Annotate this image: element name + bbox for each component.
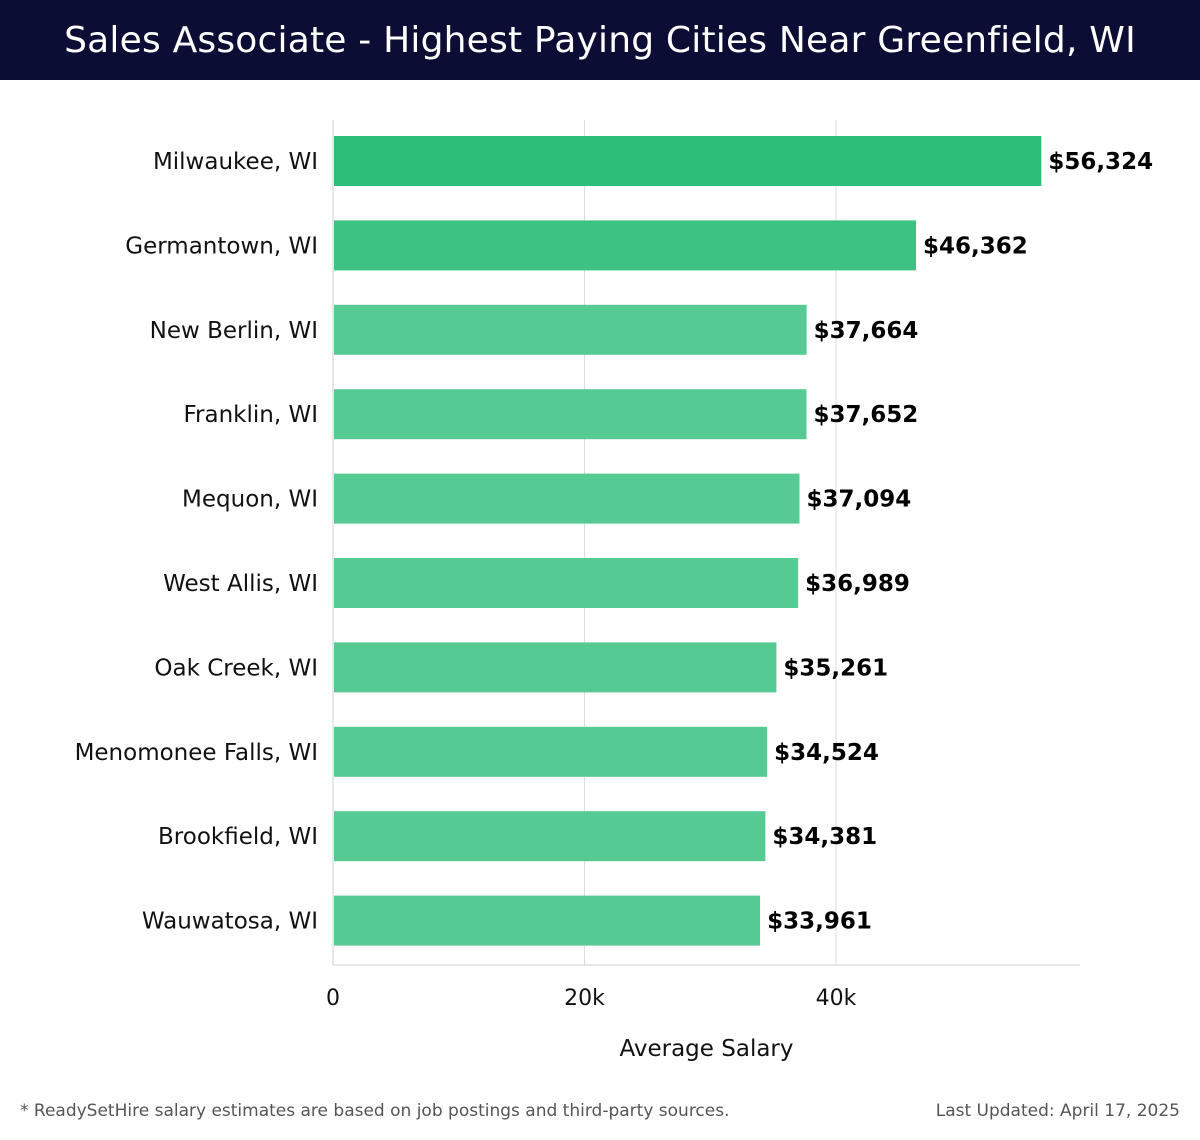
category-label: Brookfield, WI (158, 824, 318, 850)
bar (334, 304, 807, 355)
bar (334, 389, 807, 440)
value-label: $37,664 (814, 318, 919, 344)
category-label: Milwaukee, WI (153, 149, 318, 175)
category-label: Germantown, WI (125, 233, 318, 259)
category-label: Wauwatosa, WI (142, 909, 318, 935)
bar (334, 726, 768, 777)
footer-note: * ReadySetHire salary estimates are base… (20, 1101, 730, 1121)
x-tick-label: 40k (816, 986, 857, 1011)
x-tick-label: 0 (326, 986, 340, 1011)
value-label: $56,324 (1048, 149, 1153, 175)
category-label: Menomonee Falls, WI (75, 740, 318, 766)
last-updated: Last Updated: April 17, 2025 (935, 1101, 1180, 1121)
value-label: $36,989 (805, 571, 910, 597)
bar (334, 642, 777, 693)
chart-title: Sales Associate - Highest Paying Cities … (64, 19, 1136, 61)
bar (334, 558, 799, 608)
value-label: $35,261 (783, 655, 888, 681)
bar (334, 895, 761, 946)
bar (334, 136, 1042, 186)
value-label: $34,381 (772, 824, 877, 850)
category-label: West Allis, WI (163, 571, 318, 597)
bar (334, 220, 917, 271)
category-label: Oak Creek, WI (154, 655, 318, 681)
x-tick-label: 20k (564, 986, 605, 1011)
bar (334, 473, 800, 524)
x-axis-title: Average Salary (619, 1036, 793, 1062)
category-label: Mequon, WI (182, 487, 318, 513)
value-label: $46,362 (923, 233, 1028, 259)
bar (334, 811, 766, 862)
chart-header: Sales Associate - Highest Paying Cities … (0, 0, 1200, 80)
value-label: $37,094 (806, 487, 911, 513)
value-label: $33,961 (767, 909, 872, 935)
value-label: $37,652 (814, 402, 919, 428)
category-label: New Berlin, WI (150, 318, 318, 344)
value-label: $34,524 (774, 740, 879, 766)
salary-bar-chart: 0 20k 40k Milwaukee, WI $56,324 Germantown, W… (75, 120, 1153, 1062)
category-label: Franklin, WI (183, 402, 318, 428)
